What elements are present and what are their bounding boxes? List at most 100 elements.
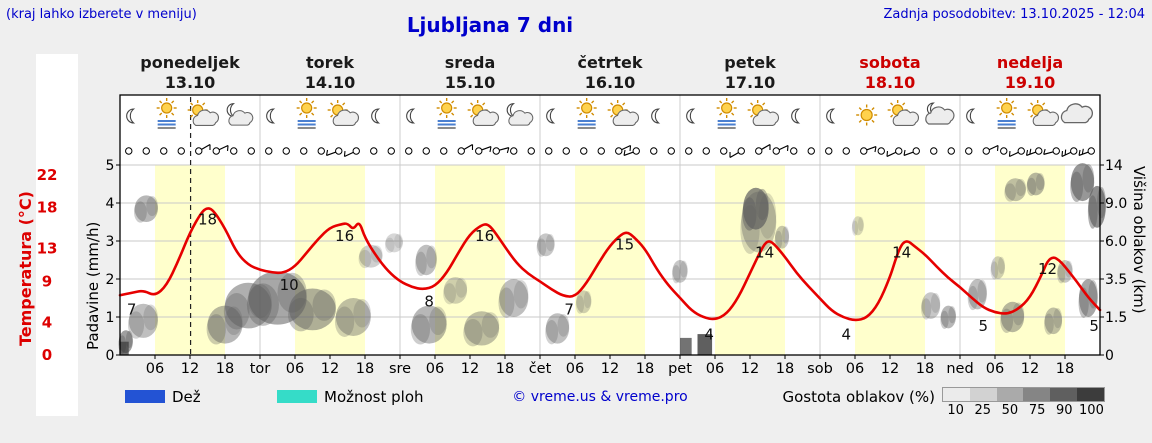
time-tick: 18 bbox=[356, 361, 374, 377]
cloud-blob bbox=[536, 233, 555, 257]
temperature-tick: 18 bbox=[37, 199, 58, 217]
wind-calm-circle bbox=[702, 147, 710, 155]
cloud-blob bbox=[463, 311, 500, 347]
temp-value-label: 16 bbox=[335, 227, 354, 245]
density-value: 75 bbox=[1028, 403, 1046, 418]
density-value: 100 bbox=[1079, 403, 1104, 418]
fog-sun-icon bbox=[996, 98, 1017, 129]
wind-barb bbox=[860, 145, 877, 155]
copyright-link[interactable]: © vreme.us & vreme.pro bbox=[512, 389, 688, 405]
cloud-blob bbox=[545, 313, 570, 345]
temp-value-label: 12 bbox=[1038, 260, 1057, 278]
day-date: 16.10 bbox=[585, 73, 636, 92]
time-tick: čet bbox=[529, 361, 552, 377]
wind-calm-circle bbox=[422, 147, 430, 155]
temperature-curve-layer bbox=[118, 207, 1102, 322]
temperature-axis-title: Temperatura (°C) bbox=[16, 191, 35, 346]
showers-legend-swatch bbox=[277, 390, 317, 403]
time-tick: 06 bbox=[566, 361, 584, 377]
wind-calm-circle bbox=[317, 147, 325, 155]
density-swatch bbox=[1077, 388, 1104, 401]
time-tick: 06 bbox=[286, 361, 304, 377]
cloud-blob bbox=[990, 256, 1005, 280]
cloud-blob bbox=[740, 191, 777, 254]
wind-calm-circle bbox=[685, 147, 693, 155]
wind-calm-circle bbox=[177, 147, 185, 155]
density-value: 25 bbox=[974, 403, 992, 418]
temp-value-label: 7 bbox=[564, 301, 574, 319]
wind-barb bbox=[1043, 147, 1060, 155]
density-swatch bbox=[1023, 388, 1051, 401]
temperature-tick: 13 bbox=[37, 240, 58, 258]
wind-barb bbox=[615, 144, 632, 155]
day-name: sobota bbox=[859, 53, 920, 72]
day-name: nedelja bbox=[997, 53, 1063, 72]
cloud-icon bbox=[1060, 103, 1093, 124]
wind-calm-circle bbox=[825, 147, 833, 155]
wind-barb bbox=[886, 147, 903, 158]
density-value: 50 bbox=[1001, 403, 1019, 418]
precip-tick: 2 bbox=[106, 272, 115, 288]
density-swatch bbox=[943, 388, 970, 401]
wind-barbs-row bbox=[125, 143, 1095, 159]
temp-value-label: 8 bbox=[424, 293, 434, 311]
moon-icon bbox=[371, 108, 381, 124]
time-tick: sre bbox=[389, 361, 411, 377]
showers-legend-label: Možnost ploh bbox=[324, 388, 424, 406]
cloud-height-tick: 14 bbox=[1105, 158, 1123, 174]
rain-legend-swatch bbox=[125, 390, 165, 403]
moon-cloud-icon bbox=[226, 103, 254, 126]
cloud-cover-layer bbox=[118, 163, 1106, 355]
cloud-height-axis-title: Višina oblakov (km) bbox=[1130, 166, 1148, 314]
wind-barb bbox=[343, 147, 360, 158]
cloud-blob bbox=[288, 288, 336, 332]
wind-calm-circle bbox=[160, 147, 168, 155]
day-date: 15.10 bbox=[445, 73, 496, 92]
density-values: 10 25 50 75 90 100 bbox=[942, 403, 1105, 418]
cloud-blob bbox=[410, 305, 447, 345]
cloud-height-tick: 3.5 bbox=[1105, 272, 1127, 288]
wind-calm-circle bbox=[650, 147, 658, 155]
time-tick: pet bbox=[668, 361, 692, 377]
cloud-density-bar bbox=[120, 341, 129, 355]
temp-value-label: 10 bbox=[280, 276, 299, 294]
time-tick: sob bbox=[807, 361, 833, 377]
day-date: 13.10 bbox=[165, 73, 216, 92]
time-tick: 12 bbox=[321, 361, 339, 377]
precip-axis-title: Padavine (mm/h) bbox=[84, 221, 102, 350]
cloud-blob bbox=[128, 303, 158, 339]
cloud-blob bbox=[851, 216, 864, 236]
time-tick: 12 bbox=[181, 361, 199, 377]
sun-cloud-icon bbox=[327, 100, 360, 126]
weather-icons-row bbox=[126, 98, 1093, 129]
temp-value-label: 5 bbox=[1089, 317, 1099, 335]
temp-value-label: 14 bbox=[892, 243, 911, 261]
sun-cloud-icon bbox=[187, 100, 220, 126]
time-tick: 12 bbox=[741, 361, 759, 377]
density-bar bbox=[942, 387, 1105, 402]
cloud-blob bbox=[1070, 163, 1095, 203]
wind-calm-circle bbox=[545, 147, 553, 155]
cloud-blob bbox=[774, 225, 790, 250]
precip-tick: 4 bbox=[106, 196, 115, 212]
cloud-blob bbox=[921, 292, 941, 320]
day-date: 14.10 bbox=[305, 73, 356, 92]
wind-calm-circle bbox=[405, 147, 413, 155]
cloud-blob bbox=[415, 244, 437, 276]
time-tick: 18 bbox=[1056, 361, 1074, 377]
cloud-blob bbox=[443, 277, 468, 305]
wind-barb bbox=[1078, 147, 1095, 157]
cloud-height-tick: 6.0 bbox=[1105, 234, 1127, 250]
time-tick: 06 bbox=[706, 361, 724, 377]
cloud-blob bbox=[967, 279, 987, 311]
density-swatch bbox=[969, 388, 997, 401]
wind-calm-circle bbox=[300, 147, 308, 155]
temp-value-label: 15 bbox=[615, 235, 634, 253]
temp-value-label: 14 bbox=[755, 243, 774, 261]
wind-calm-circle bbox=[580, 147, 588, 155]
time-tick: 12 bbox=[881, 361, 899, 377]
wind-barb bbox=[195, 143, 211, 155]
moon-cloud-icon bbox=[506, 103, 534, 126]
